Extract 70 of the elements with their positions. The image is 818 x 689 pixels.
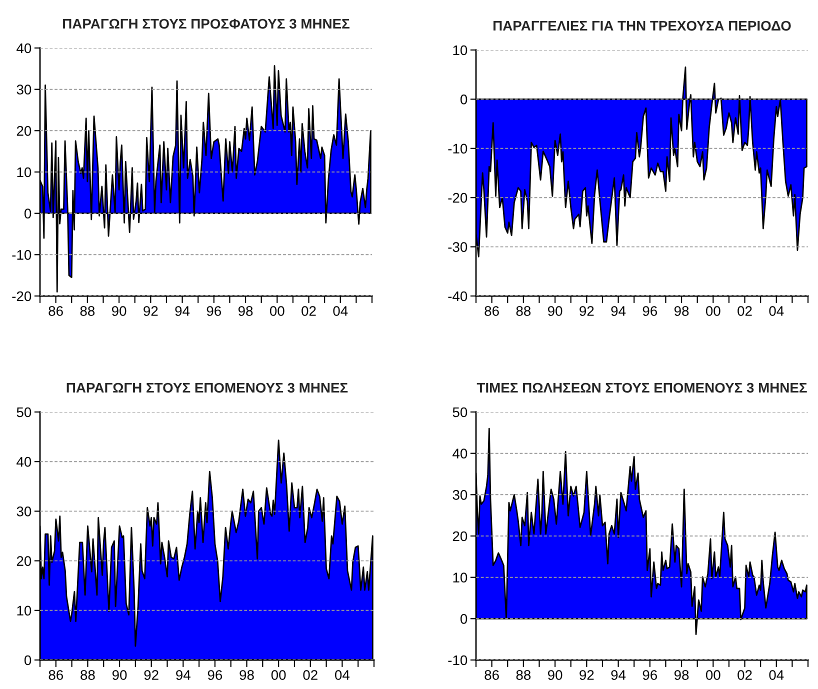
y-tick-label: 10 bbox=[17, 606, 32, 616]
y-tick-label: 50 bbox=[452, 407, 468, 418]
x-tick-label: 94 bbox=[176, 670, 190, 680]
x-tick-label: 92 bbox=[580, 670, 594, 680]
x-tick-label: 96 bbox=[206, 306, 222, 316]
x-tick-label: 86 bbox=[48, 306, 63, 316]
y-tick-label: 20 bbox=[452, 531, 468, 542]
x-tick-label: 04 bbox=[335, 670, 350, 680]
y-tick-label: 10 bbox=[453, 45, 468, 56]
x-tick-label: 88 bbox=[80, 306, 95, 316]
x-tick-label: 98 bbox=[674, 306, 689, 316]
x-tick-label: 90 bbox=[112, 670, 127, 680]
y-tick-label: -10 bbox=[12, 250, 32, 260]
y-tick-label: 0 bbox=[460, 614, 468, 624]
x-tick-label: 86 bbox=[484, 670, 499, 680]
y-tick-label: 30 bbox=[452, 490, 468, 500]
x-tick-label: 02 bbox=[738, 306, 752, 316]
y-tick-label: -20 bbox=[448, 192, 468, 203]
x-tick-label: 86 bbox=[484, 306, 499, 316]
x-tick-label: 88 bbox=[80, 670, 95, 680]
y-tick-label: -10 bbox=[448, 144, 468, 154]
x-tick-label: 94 bbox=[611, 306, 626, 316]
y-tick-label: 0 bbox=[24, 208, 32, 219]
x-tick-label: 86 bbox=[48, 670, 64, 680]
y-tick-label: 20 bbox=[16, 556, 32, 566]
chart-title: ΠΑΡΑΓΩΓΗ ΣΤΟΥΣ ΠΡΟΣΦΑΤΟΥΣ 3 ΜΗΝΕΣ bbox=[63, 18, 350, 29]
y-tick-label: -10 bbox=[448, 655, 468, 666]
x-tick-label: 96 bbox=[208, 670, 222, 680]
y-tick-label: 40 bbox=[16, 43, 32, 54]
y-tick-label: -30 bbox=[448, 242, 468, 252]
x-tick-label: 00 bbox=[706, 306, 720, 316]
x-tick-label: 94 bbox=[611, 670, 626, 680]
y-tick-label: 0 bbox=[460, 94, 468, 104]
x-tick-label: 92 bbox=[580, 306, 594, 316]
x-tick-label: 94 bbox=[175, 306, 190, 316]
y-tick-label: 50 bbox=[16, 407, 32, 418]
y-tick-label: -40 bbox=[448, 291, 468, 302]
y-tick-label: 30 bbox=[16, 84, 32, 95]
x-tick-label: 04 bbox=[333, 306, 348, 316]
x-tick-label: 96 bbox=[642, 670, 658, 680]
x-tick-label: 90 bbox=[548, 306, 562, 316]
x-tick-label: 98 bbox=[240, 670, 254, 680]
y-tick-label: 10 bbox=[453, 572, 468, 583]
y-tick-label: -20 bbox=[12, 291, 32, 302]
x-tick-label: 04 bbox=[769, 670, 784, 680]
y-tick-label: 10 bbox=[17, 167, 32, 178]
y-tick-label: 40 bbox=[16, 456, 32, 467]
chart-title: ΠΑΡΑΓΩΓΗ ΣΤΟΥΣ ΕΠΟΜΕΝΟΥΣ 3 ΜΗΝΕΣ bbox=[66, 382, 348, 393]
y-tick-label: 0 bbox=[24, 655, 32, 666]
chart-title: ΠΑΡΑΓΓΕΛΙΕΣ ΓΙΑ ΤΗΝ ΤΡΕΧΟΥΣΑ ΠΕΡΙΟΔΟ bbox=[494, 20, 791, 31]
x-tick-label: 02 bbox=[738, 670, 752, 680]
x-tick-label: 00 bbox=[270, 306, 284, 316]
chart-title: ΤΙΜΕΣ ΠΩΛΗΣΕΩΝ ΣΤΟΥΣ ΕΠΟΜΕΝΟΥΣ 3 ΜΗΝΕΣ bbox=[476, 382, 807, 393]
x-tick-label: 90 bbox=[112, 306, 126, 316]
y-tick-label: 30 bbox=[16, 506, 32, 516]
y-tick-label: 40 bbox=[452, 448, 468, 459]
x-tick-label: 00 bbox=[706, 670, 720, 680]
x-tick-label: 88 bbox=[516, 306, 531, 316]
y-tick-label: 20 bbox=[16, 126, 32, 136]
x-tick-label: 02 bbox=[303, 670, 318, 680]
x-tick-label: 98 bbox=[674, 670, 689, 680]
x-tick-label: 96 bbox=[642, 306, 658, 316]
x-tick-label: 00 bbox=[271, 670, 286, 680]
x-tick-label: 02 bbox=[302, 306, 316, 316]
x-tick-label: 04 bbox=[769, 306, 784, 316]
x-tick-label: 92 bbox=[144, 670, 158, 680]
x-tick-label: 98 bbox=[238, 306, 253, 316]
x-tick-label: 90 bbox=[548, 670, 562, 680]
x-tick-label: 92 bbox=[144, 306, 158, 316]
x-tick-label: 88 bbox=[516, 670, 531, 680]
